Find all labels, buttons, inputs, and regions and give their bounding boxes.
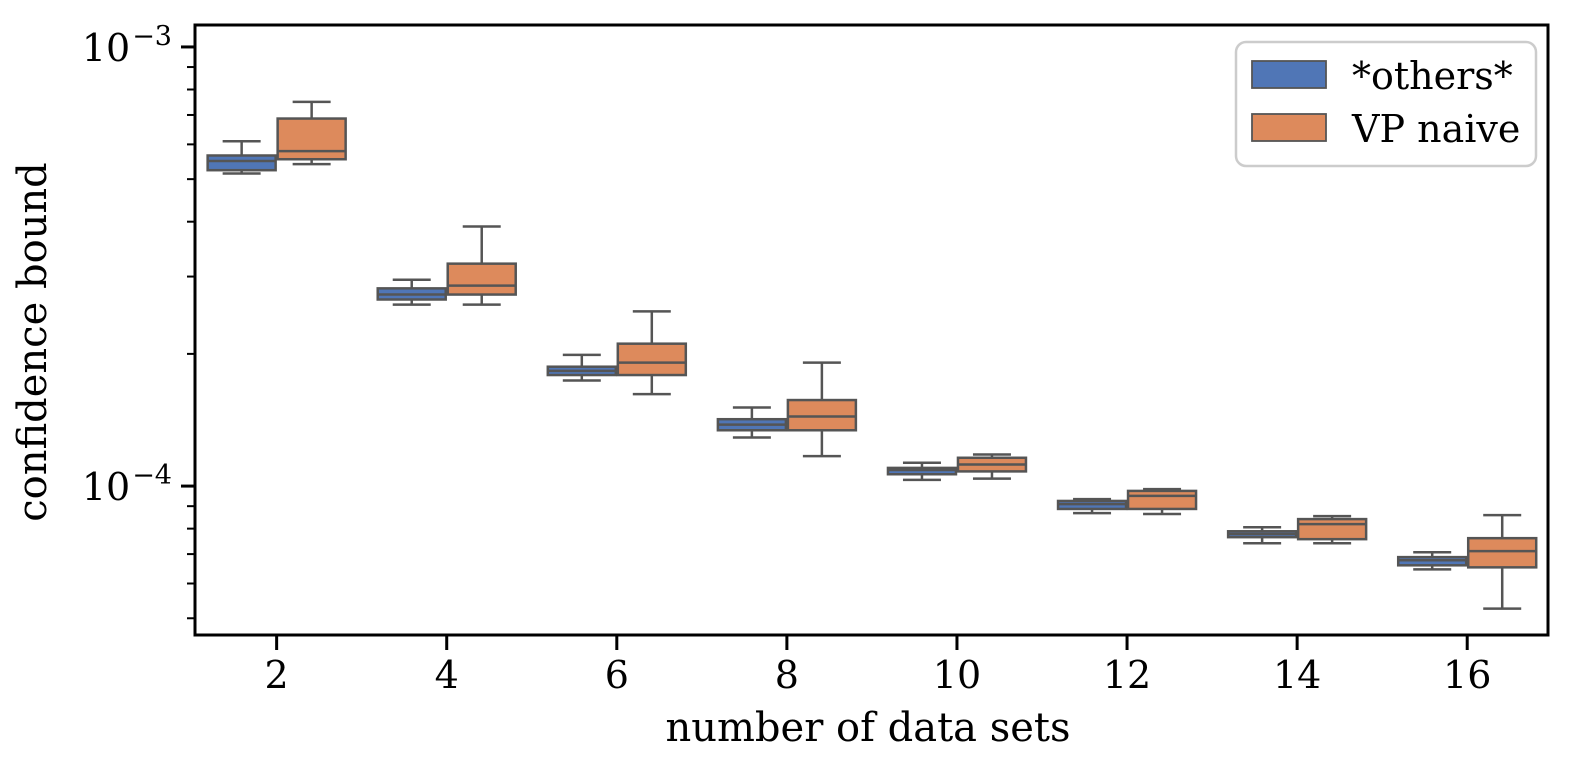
box-vp-naive-12: [1126, 487, 1198, 516]
iqr-box: [786, 398, 858, 432]
iqr-box: [206, 154, 277, 172]
iqr-box: [1466, 536, 1538, 569]
x-tick-label: 14: [1273, 653, 1321, 697]
x-tick-label: 2: [265, 653, 289, 697]
iqr-box: [616, 342, 688, 377]
box-others-12: [1056, 497, 1128, 515]
plot-area: 10−3 10−4 2 4 6 8 10 12 14 16: [82, 21, 1550, 697]
x-tick-label: 6: [605, 653, 629, 697]
box-others-16: [1396, 550, 1468, 571]
x-tick-label: 8: [775, 653, 799, 697]
box-others-4: [376, 278, 447, 306]
legend-swatch-others: [1251, 60, 1327, 89]
box-others-10: [886, 461, 958, 482]
y-tick-label: 10−3: [82, 21, 172, 70]
legend-label-others: *others*: [1352, 54, 1513, 98]
plot-spines: [193, 23, 1550, 637]
box-vp-naive-14: [1296, 514, 1368, 545]
box-others-2: [206, 139, 277, 175]
legend-label-vp-naive: VP naive: [1351, 107, 1520, 151]
iqr-box: [276, 117, 347, 161]
legend: *others* VP naive: [1234, 40, 1538, 168]
x-tick-label: 16: [1443, 653, 1491, 697]
box-vp-naive-6: [616, 310, 688, 396]
y-axis-label: confidence bound: [10, 162, 56, 522]
box-vp-naive-2: [276, 100, 347, 166]
iqr-box: [446, 262, 517, 296]
box-vp-naive-16: [1466, 513, 1538, 610]
box-vp-naive-8: [786, 361, 858, 458]
x-tick-label: 4: [435, 653, 459, 697]
x-tick-label: 10: [933, 653, 981, 697]
legend-swatch-vp-naive: [1251, 113, 1327, 142]
iqr-box: [1126, 489, 1198, 511]
x-tick-label: 12: [1103, 653, 1151, 697]
box-vp-naive-4: [446, 225, 517, 306]
box-others-8: [716, 406, 788, 439]
x-axis-label: number of data sets: [665, 705, 1070, 751]
y-tick-label: 10−4: [82, 460, 172, 509]
box-others-14: [1226, 525, 1298, 545]
iqr-box: [1296, 517, 1368, 541]
box-vp-naive-10: [956, 453, 1028, 480]
box-others-6: [546, 353, 618, 382]
